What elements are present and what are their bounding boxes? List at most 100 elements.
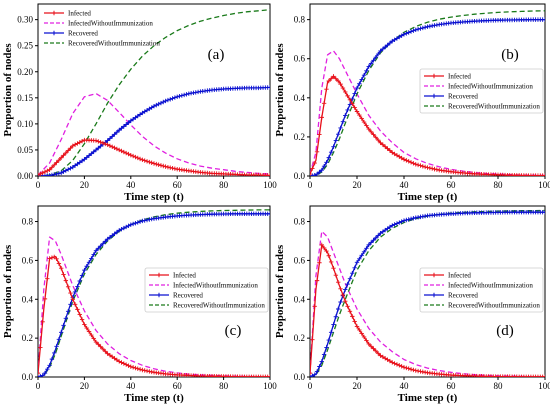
data-point-Recovered <box>324 345 329 350</box>
y-tick-label: 0.4 <box>294 294 306 304</box>
data-point-Infected <box>137 367 143 372</box>
data-point-Recovered <box>371 238 376 243</box>
data-point-Infected <box>354 324 360 329</box>
data-point-Recovered <box>149 105 154 110</box>
data-point-Infected <box>542 374 545 377</box>
data-point-Infected <box>154 161 159 167</box>
legend-label-InfectedWithoutImmunization: InfectedWithoutImmunization <box>448 83 533 91</box>
data-point-Infected <box>404 158 409 163</box>
data-point-Recovered <box>42 370 48 376</box>
data-point-Recovered <box>68 166 73 171</box>
data-point-Recovered <box>542 17 545 22</box>
data-point-Recovered <box>154 102 159 108</box>
data-point-Infected <box>427 165 433 171</box>
data-point-Recovered <box>364 68 369 74</box>
y-tick-label: 0.8 <box>294 217 306 227</box>
x-tick-label: 40 <box>126 381 136 391</box>
data-point-Recovered <box>420 25 425 31</box>
panel-label: (b) <box>501 47 519 63</box>
data-point-Recovered <box>321 352 327 357</box>
data-point-Infected <box>397 154 402 159</box>
data-point-Recovered <box>91 252 96 257</box>
data-point-Infected <box>310 166 315 171</box>
data-point-Infected <box>361 334 367 340</box>
data-point-Recovered <box>61 169 66 174</box>
data-point-Infected <box>411 367 416 373</box>
data-point-Infected <box>163 164 168 169</box>
data-point-Infected <box>110 354 115 359</box>
data-point-Recovered <box>112 132 117 137</box>
data-point-Infected <box>399 155 404 161</box>
data-point-Infected <box>401 365 407 370</box>
data-point-Infected <box>54 160 59 165</box>
data-point-Recovered <box>121 124 127 129</box>
data-point-Recovered <box>105 138 110 143</box>
y-tick-label: 0.20 <box>17 67 33 77</box>
data-point-Recovered <box>123 224 129 230</box>
data-point-Infected <box>82 322 87 327</box>
data-point-Recovered <box>137 219 143 224</box>
data-point-Infected <box>375 351 381 356</box>
data-point-Recovered <box>336 306 341 312</box>
data-point-Infected <box>38 370 41 376</box>
data-point-Recovered <box>354 260 360 265</box>
data-point-Recovered <box>84 155 89 160</box>
data-point-Recovered <box>86 260 92 265</box>
data-point-Infected <box>96 342 101 347</box>
data-point-Recovered <box>149 216 154 222</box>
data-point-Infected <box>137 156 143 162</box>
data-point-Infected <box>345 93 350 99</box>
data-point-Recovered <box>336 131 341 137</box>
legend-marker-Infected <box>431 73 437 79</box>
y-tick-label: 0.0 <box>294 171 306 181</box>
data-point-Infected <box>117 359 122 364</box>
data-point-Infected <box>267 173 270 176</box>
data-point-Recovered <box>114 229 120 235</box>
data-point-Recovered <box>40 373 45 377</box>
data-point-Infected <box>119 148 124 154</box>
legend-label-Infected: Infected <box>448 272 471 280</box>
data-point-Recovered <box>170 96 175 101</box>
data-point-Recovered <box>375 51 381 57</box>
data-point-Recovered <box>366 64 371 69</box>
x-tick-label: 100 <box>263 180 277 190</box>
data-point-Recovered <box>310 373 315 377</box>
data-point-Recovered <box>179 93 185 98</box>
data-point-Recovered <box>151 103 157 109</box>
data-point-Recovered <box>338 125 343 131</box>
y-axis-label: Proportion of nodes <box>2 43 14 137</box>
legend-marker-Recovered <box>431 292 437 298</box>
data-point-Recovered <box>177 93 182 99</box>
data-point-Infected <box>350 101 355 106</box>
data-point-Recovered <box>54 171 59 176</box>
data-point-Infected <box>406 366 411 371</box>
plot-frame <box>309 205 546 378</box>
legend-label-Recovered: Recovered <box>448 292 478 300</box>
legend-label-Recovered: Recovered <box>68 30 98 38</box>
data-point-Recovered <box>163 98 168 104</box>
data-point-Infected <box>107 353 113 358</box>
data-point-Recovered <box>326 337 331 343</box>
data-point-Recovered <box>411 216 416 221</box>
x-tick-label: 0 <box>36 180 41 190</box>
panel-label: (c) <box>225 323 242 339</box>
data-point-Infected <box>338 286 343 291</box>
legend: Infected InfectedWithoutImmunization Recov… <box>44 10 160 48</box>
data-point-Infected <box>70 143 75 148</box>
data-point-Infected <box>326 253 331 258</box>
data-point-Infected <box>361 119 367 125</box>
data-point-Infected <box>392 151 397 157</box>
data-point-Recovered <box>392 37 397 42</box>
data-point-Infected <box>404 365 409 371</box>
data-point-Recovered <box>340 119 346 124</box>
data-point-Recovered <box>378 48 383 54</box>
data-point-Recovered <box>267 211 270 216</box>
data-point-Recovered <box>126 223 131 228</box>
data-point-Recovered <box>387 40 393 46</box>
data-point-Infected <box>378 353 383 358</box>
data-point-Infected <box>158 163 164 168</box>
legend-marker-Recovered <box>156 292 162 298</box>
data-point-Infected <box>128 152 133 158</box>
y-tick-label: 0.8 <box>294 15 306 25</box>
